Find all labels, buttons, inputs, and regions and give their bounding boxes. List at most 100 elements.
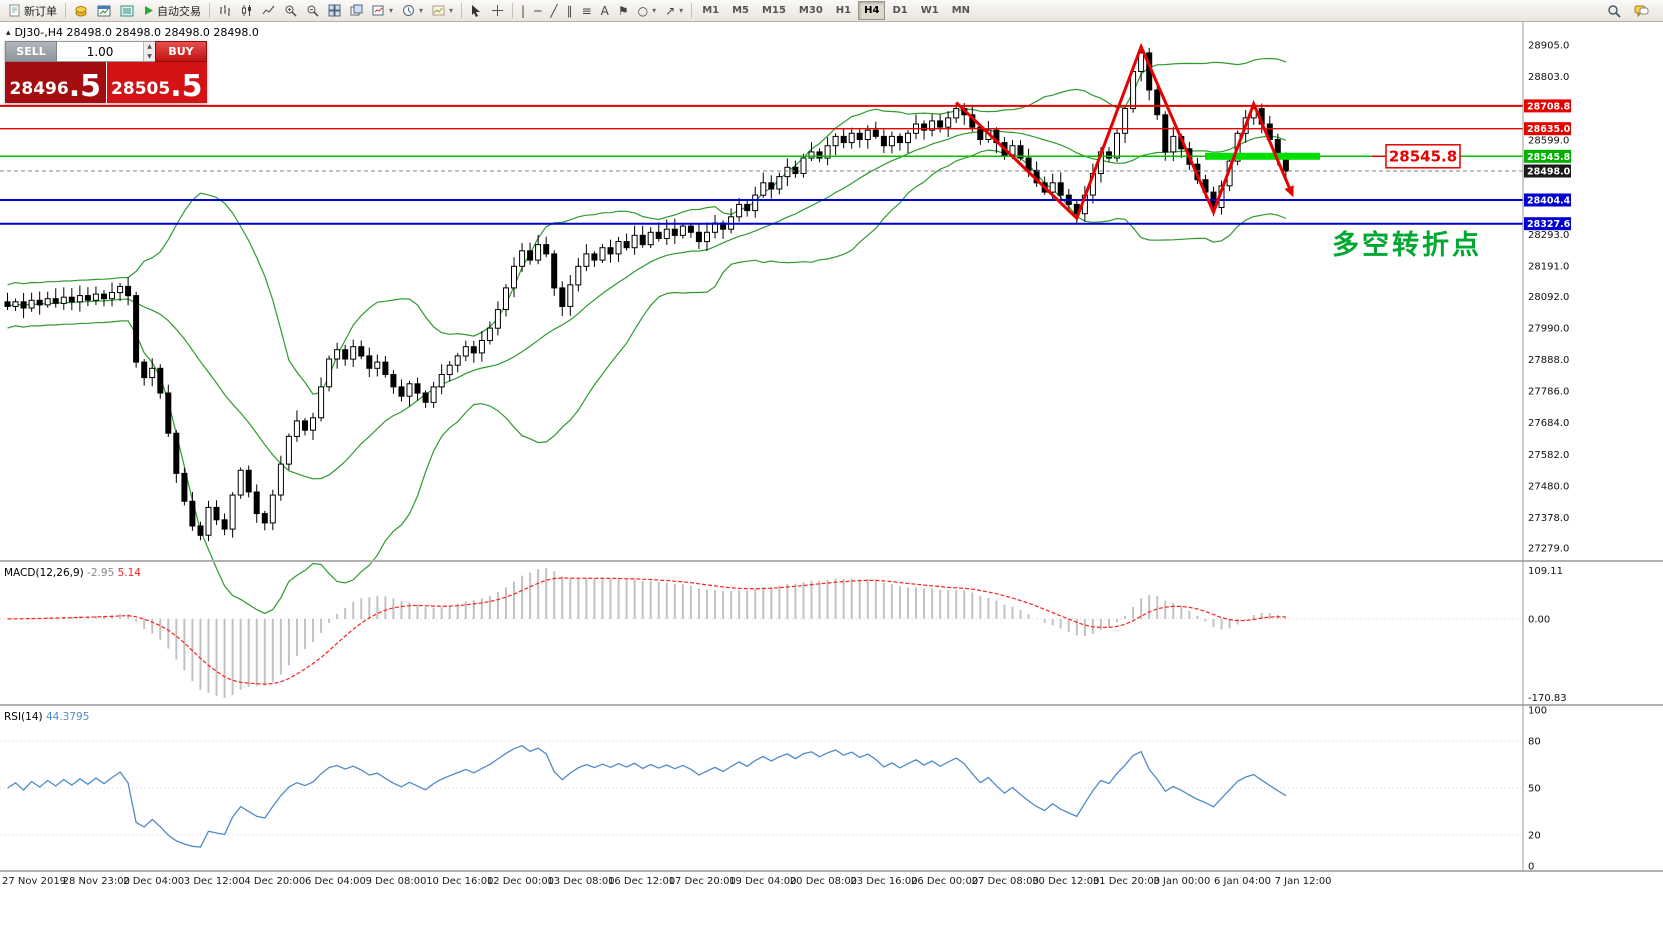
trend-zigzag[interactable] xyxy=(955,42,1292,221)
timeframe-m30-button[interactable]: M30 xyxy=(798,5,823,16)
price-tag-text: 28404.4 xyxy=(1527,196,1571,207)
buy-price-main: 28505 xyxy=(111,79,171,99)
candle xyxy=(1122,108,1129,134)
sell-button[interactable]: SELL xyxy=(5,41,57,62)
price-axis-label: 27786.0 xyxy=(1528,387,1569,398)
sell-price-display[interactable]: 28496.5 xyxy=(5,62,107,103)
bull-bear-turning-point-annotation[interactable]: 多空转折点 xyxy=(1332,229,1482,261)
new-chart-dropdown[interactable]: ▾ xyxy=(368,1,397,20)
bar-chart-icon[interactable] xyxy=(214,1,235,20)
timeframe-h1-button[interactable]: H1 xyxy=(835,5,852,16)
chart-window-icon[interactable] xyxy=(93,1,115,20)
timeframe-h4-button[interactable]: H4 xyxy=(858,1,886,20)
shapes-dropdown[interactable]: ○ ▾ xyxy=(634,1,661,20)
buy-button[interactable]: BUY xyxy=(155,41,207,62)
candle xyxy=(165,392,172,434)
vertical-line-tool[interactable]: | xyxy=(517,1,529,20)
search-icon[interactable] xyxy=(1603,1,1625,20)
tile-windows-icon[interactable] xyxy=(324,1,345,20)
price-callout-text: 28545.8 xyxy=(1389,147,1457,165)
timeframe-w1-button[interactable]: W1 xyxy=(920,5,939,16)
horizontal-line-tool[interactable]: ─ xyxy=(530,1,545,20)
panel-separator[interactable] xyxy=(0,704,1663,706)
toolbar-right-group xyxy=(1603,1,1659,20)
volume-down-button[interactable]: ▼ xyxy=(144,51,155,61)
timeframe-m15-button[interactable]: M15 xyxy=(762,5,786,16)
panel-separator[interactable] xyxy=(0,560,1663,562)
timeframe-m1-button[interactable]: M1 xyxy=(702,5,720,16)
candle xyxy=(366,355,373,369)
label-tool[interactable]: ⚑ xyxy=(614,1,633,20)
collapse-panel-icon[interactable]: ▴ xyxy=(6,27,11,38)
arrows-dropdown[interactable]: ↗ ▾ xyxy=(661,1,687,20)
chart-canvas[interactable]: 多空转折点 28545.8 28905.0 28803.0 28599.0 28293.0… xyxy=(0,22,1663,947)
candle xyxy=(888,135,895,147)
crosshair-tool-icon[interactable] xyxy=(487,1,508,20)
price-tag-text: 28708.8 xyxy=(1527,101,1571,112)
volume-up-button[interactable]: ▲ xyxy=(144,42,155,52)
highlighted-level-segment[interactable] xyxy=(1205,152,1320,160)
template-dropdown[interactable]: ▾ xyxy=(428,1,457,20)
cursor-tool-icon[interactable] xyxy=(466,1,486,20)
price-tag xyxy=(1524,164,1571,178)
period-dropdown[interactable]: ▾ xyxy=(398,1,427,20)
text-tool[interactable]: A xyxy=(597,1,613,20)
channel-tool[interactable]: ∥ xyxy=(563,1,577,20)
candle xyxy=(896,135,903,144)
trendline-tool[interactable]: ╱ xyxy=(546,1,561,20)
price-tag xyxy=(1524,193,1571,207)
candle xyxy=(639,234,646,246)
market-watch-icon[interactable] xyxy=(70,1,92,20)
candle xyxy=(358,346,365,357)
candle xyxy=(503,287,509,310)
volume-input[interactable] xyxy=(57,42,144,61)
toolbar-separator xyxy=(209,3,210,18)
new-order-button[interactable]: 新订单 xyxy=(4,1,61,20)
candle xyxy=(350,346,357,360)
candle xyxy=(816,151,823,159)
candle xyxy=(929,120,936,131)
candle xyxy=(1106,151,1112,159)
candle xyxy=(117,285,124,294)
timeframe-m5-button[interactable]: M5 xyxy=(732,5,750,16)
candle xyxy=(52,298,59,304)
candle xyxy=(245,469,252,493)
candle xyxy=(390,374,397,388)
timeframe-mn-button[interactable]: MN xyxy=(951,5,971,16)
chat-icon[interactable] xyxy=(1630,1,1653,20)
candle xyxy=(655,231,662,240)
time-axis-label: 10 Dec 16:00 xyxy=(426,876,493,887)
candle xyxy=(856,132,863,141)
candle xyxy=(1154,89,1161,116)
rsi-axis-label: 0 xyxy=(1528,862,1534,873)
price-axis-label: 27279.0 xyxy=(1528,543,1569,554)
auto-trading-button[interactable]: 自动交易 xyxy=(139,1,205,20)
fibonacci-tool[interactable]: ≡ xyxy=(578,1,596,20)
price-axis[interactable]: 28905.0 28803.0 28599.0 28293.0 28191.0 28092… xyxy=(1524,41,1571,555)
candle xyxy=(406,383,413,397)
price-axis-label: 27480.0 xyxy=(1528,481,1569,492)
candle xyxy=(848,132,855,144)
data-window-icon[interactable] xyxy=(116,1,138,20)
candle xyxy=(808,151,815,159)
candle xyxy=(575,265,582,286)
time-axis-label: 4 Dec 20:00 xyxy=(244,876,305,887)
candle xyxy=(840,135,847,144)
zoom-in-icon[interactable] xyxy=(280,1,301,20)
rsi-panel: RSI(14) 44.3795 100 80 50 20 0 xyxy=(0,706,1547,873)
candle xyxy=(84,295,91,301)
cascade-windows-icon[interactable] xyxy=(346,1,367,20)
buy-price-display[interactable]: 28505.5 xyxy=(106,62,207,103)
panel-separator[interactable] xyxy=(0,870,1663,872)
candle xyxy=(285,435,292,465)
timeframe-d1-button[interactable]: D1 xyxy=(892,5,908,16)
price-tag-text: 28327.6 xyxy=(1527,219,1571,230)
price-callout-box[interactable] xyxy=(1385,144,1461,169)
zoom-out-icon[interactable] xyxy=(302,1,323,20)
candle xyxy=(776,176,783,190)
time-axis-label: 3 Dec 12:00 xyxy=(184,876,245,887)
candlestick-chart-icon[interactable] xyxy=(236,1,257,20)
candle xyxy=(1017,145,1024,159)
line-chart-icon[interactable] xyxy=(258,1,279,20)
